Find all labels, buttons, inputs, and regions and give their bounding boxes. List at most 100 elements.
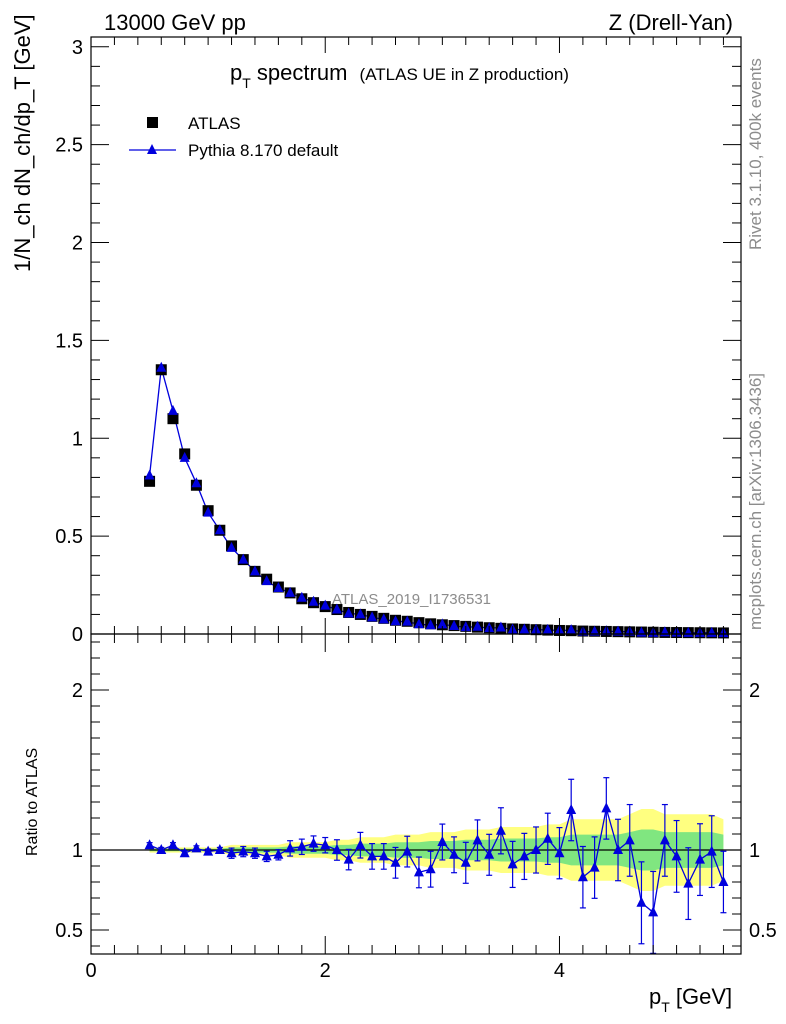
pythia-data-point <box>261 575 272 586</box>
ratio-data-point <box>226 847 237 858</box>
pythia-data-point <box>179 451 190 462</box>
ratio-y-tick-label-left: 0.5 <box>55 920 83 942</box>
ratio-data-point <box>449 848 460 859</box>
ratio-data-point <box>273 848 284 859</box>
main-y-tick-label: 1.5 <box>55 330 83 352</box>
title-sub-t: T <box>242 75 251 91</box>
ratio-data-point <box>144 839 155 850</box>
pythia-data-point <box>226 541 237 552</box>
pythia-data-point <box>203 506 214 517</box>
pythia-data-point <box>308 595 319 606</box>
ratio-data-point <box>437 836 448 846</box>
xlabel-sub-t: T <box>661 999 670 1015</box>
ratio-data-point <box>238 845 249 856</box>
legend-atlas-marker <box>147 117 158 128</box>
pythia-data-point <box>542 623 553 634</box>
mcplots-label: mcplots.cern.ch [arXiv:1306.3436] <box>746 373 765 630</box>
main-ylabel: 1/N_ch dN_ch/dp_T [GeV] <box>10 14 35 272</box>
pythia-data-point <box>156 361 167 372</box>
pythia-data-point <box>238 553 249 564</box>
main-plot-panel: 0 0.5 1 1.5 2 2.5 3 pT spectrum (ATLAS UE in Z… <box>10 14 742 646</box>
pythia-data-point <box>355 608 366 619</box>
atlas-data-point <box>144 475 156 487</box>
main-y-tick-label: 0 <box>72 624 83 646</box>
ratio-data-point <box>554 847 565 858</box>
watermark-label: ATLAS_2019_I1736531 <box>332 591 491 608</box>
pythia-data-point <box>191 477 202 488</box>
ratio-y-tick-label-right: 0.5 <box>749 920 777 942</box>
ratio-data-point <box>472 834 483 845</box>
ratio-data-point <box>648 906 659 917</box>
ratio-data-point <box>636 896 647 907</box>
ratio-data-point <box>413 866 424 877</box>
ratio-y-tick-label-right: 1 <box>749 840 760 862</box>
ratio-data-point <box>249 847 260 858</box>
pythia-data-point <box>449 619 460 630</box>
ratio-data-point <box>519 850 530 861</box>
pythia-data-point <box>413 618 424 629</box>
legend-pythia-label: Pythia 8.170 default <box>188 141 339 160</box>
ratio-data-point <box>695 853 706 864</box>
ratio-data-point <box>613 844 624 854</box>
ratio-data-point <box>507 858 518 869</box>
ratio-x-tick-label: 4 <box>554 960 565 982</box>
ratio-data-point <box>706 845 717 856</box>
ratio-data-point <box>718 876 729 886</box>
title-extra: (ATLAS UE in Z production) <box>360 65 569 84</box>
ratio-data-point <box>531 844 542 854</box>
pythia-data-point <box>296 591 307 602</box>
ratio-data-point <box>390 856 401 867</box>
pythia-data-point <box>402 615 413 626</box>
ratio-data-point <box>261 850 272 861</box>
pythia-data-point <box>285 586 296 597</box>
ratio-data-point <box>683 877 694 888</box>
ratio-data-point <box>214 844 225 854</box>
ratio-data-point <box>355 839 366 850</box>
ratio-ylabel: Ratio to ATLAS <box>24 748 41 856</box>
pythia-data-point <box>613 625 624 636</box>
pythia-data-point <box>378 613 389 624</box>
legend-pythia-marker <box>147 144 157 154</box>
ratio-data-point <box>460 856 471 867</box>
ratio-data-point <box>167 839 178 850</box>
pythia-data-point <box>390 615 401 626</box>
pythia-data-point <box>367 611 378 622</box>
ratio-y-tick-label-left: 1 <box>72 840 83 862</box>
ratio-data-point <box>577 871 588 882</box>
pythia-data-point <box>320 599 331 610</box>
ratio-data-point <box>601 802 612 813</box>
pythia-data-point <box>472 620 483 631</box>
pythia-data-point <box>425 619 436 630</box>
title-p: p <box>230 60 242 85</box>
ratio-data-point <box>179 847 190 858</box>
main-y-tick-label: 2.5 <box>55 135 83 157</box>
legend: ATLAS Pythia 8.170 default <box>129 114 339 160</box>
ratio-data-point <box>671 850 682 861</box>
ratio-data-point <box>343 853 354 864</box>
ratio-data-point <box>542 832 553 843</box>
header-right: Z (Drell-Yan) <box>609 10 733 35</box>
header-left: 13000 GeV pp <box>104 10 246 35</box>
pythia-data-point <box>589 625 600 636</box>
pythia-data-point <box>566 624 577 635</box>
ratio-data-point <box>378 850 389 861</box>
main-y-tick-label: 3 <box>72 37 83 59</box>
ratio-data-point <box>156 844 167 854</box>
ratio-data-point <box>624 834 635 845</box>
x-axis-label: pT [GeV] <box>649 984 732 1015</box>
pythia-data-point <box>519 623 530 634</box>
ratio-data-point <box>320 839 331 850</box>
xlabel-unit: [GeV] <box>670 984 732 1009</box>
ratio-data-point <box>296 840 307 851</box>
atlas-data-point <box>167 413 179 425</box>
legend-atlas-label: ATLAS <box>188 114 241 133</box>
pythia-data-point <box>249 565 260 576</box>
ratio-data-point <box>495 824 506 835</box>
pythia-data-point <box>495 621 506 632</box>
pythia-data-point <box>437 618 448 629</box>
ratio-y-tick-label-left: 2 <box>72 680 83 702</box>
main-y-tick-label: 0.5 <box>55 526 83 548</box>
main-title: pT spectrum (ATLAS UE in Z production) <box>230 60 569 91</box>
ratio-data-point <box>566 804 577 814</box>
pythia-data-point <box>214 524 225 535</box>
